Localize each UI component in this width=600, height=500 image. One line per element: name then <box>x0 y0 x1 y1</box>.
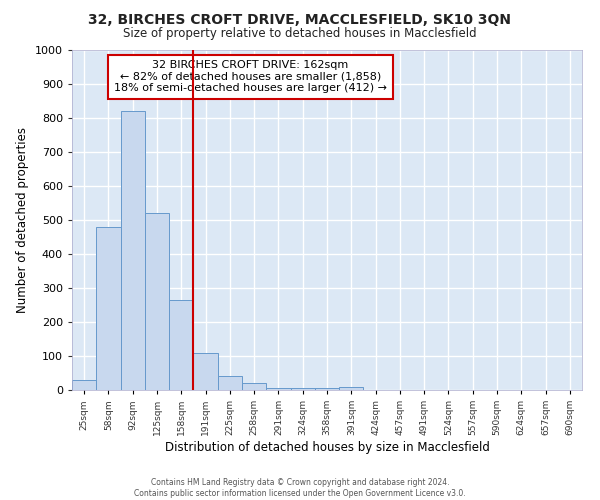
Bar <box>218 376 242 390</box>
Bar <box>145 213 169 390</box>
Bar <box>339 386 364 390</box>
Text: Contains HM Land Registry data © Crown copyright and database right 2024.
Contai: Contains HM Land Registry data © Crown c… <box>134 478 466 498</box>
Bar <box>242 383 266 390</box>
Bar <box>96 227 121 390</box>
Bar <box>315 388 339 390</box>
X-axis label: Distribution of detached houses by size in Macclesfield: Distribution of detached houses by size … <box>164 441 490 454</box>
Bar <box>290 388 315 390</box>
Bar <box>266 388 290 390</box>
Text: Size of property relative to detached houses in Macclesfield: Size of property relative to detached ho… <box>123 28 477 40</box>
Bar <box>193 352 218 390</box>
Bar <box>72 380 96 390</box>
Bar <box>121 111 145 390</box>
Bar <box>169 300 193 390</box>
Text: 32, BIRCHES CROFT DRIVE, MACCLESFIELD, SK10 3QN: 32, BIRCHES CROFT DRIVE, MACCLESFIELD, S… <box>89 12 511 26</box>
Y-axis label: Number of detached properties: Number of detached properties <box>16 127 29 313</box>
Text: 32 BIRCHES CROFT DRIVE: 162sqm
← 82% of detached houses are smaller (1,858)
18% : 32 BIRCHES CROFT DRIVE: 162sqm ← 82% of … <box>114 60 387 94</box>
